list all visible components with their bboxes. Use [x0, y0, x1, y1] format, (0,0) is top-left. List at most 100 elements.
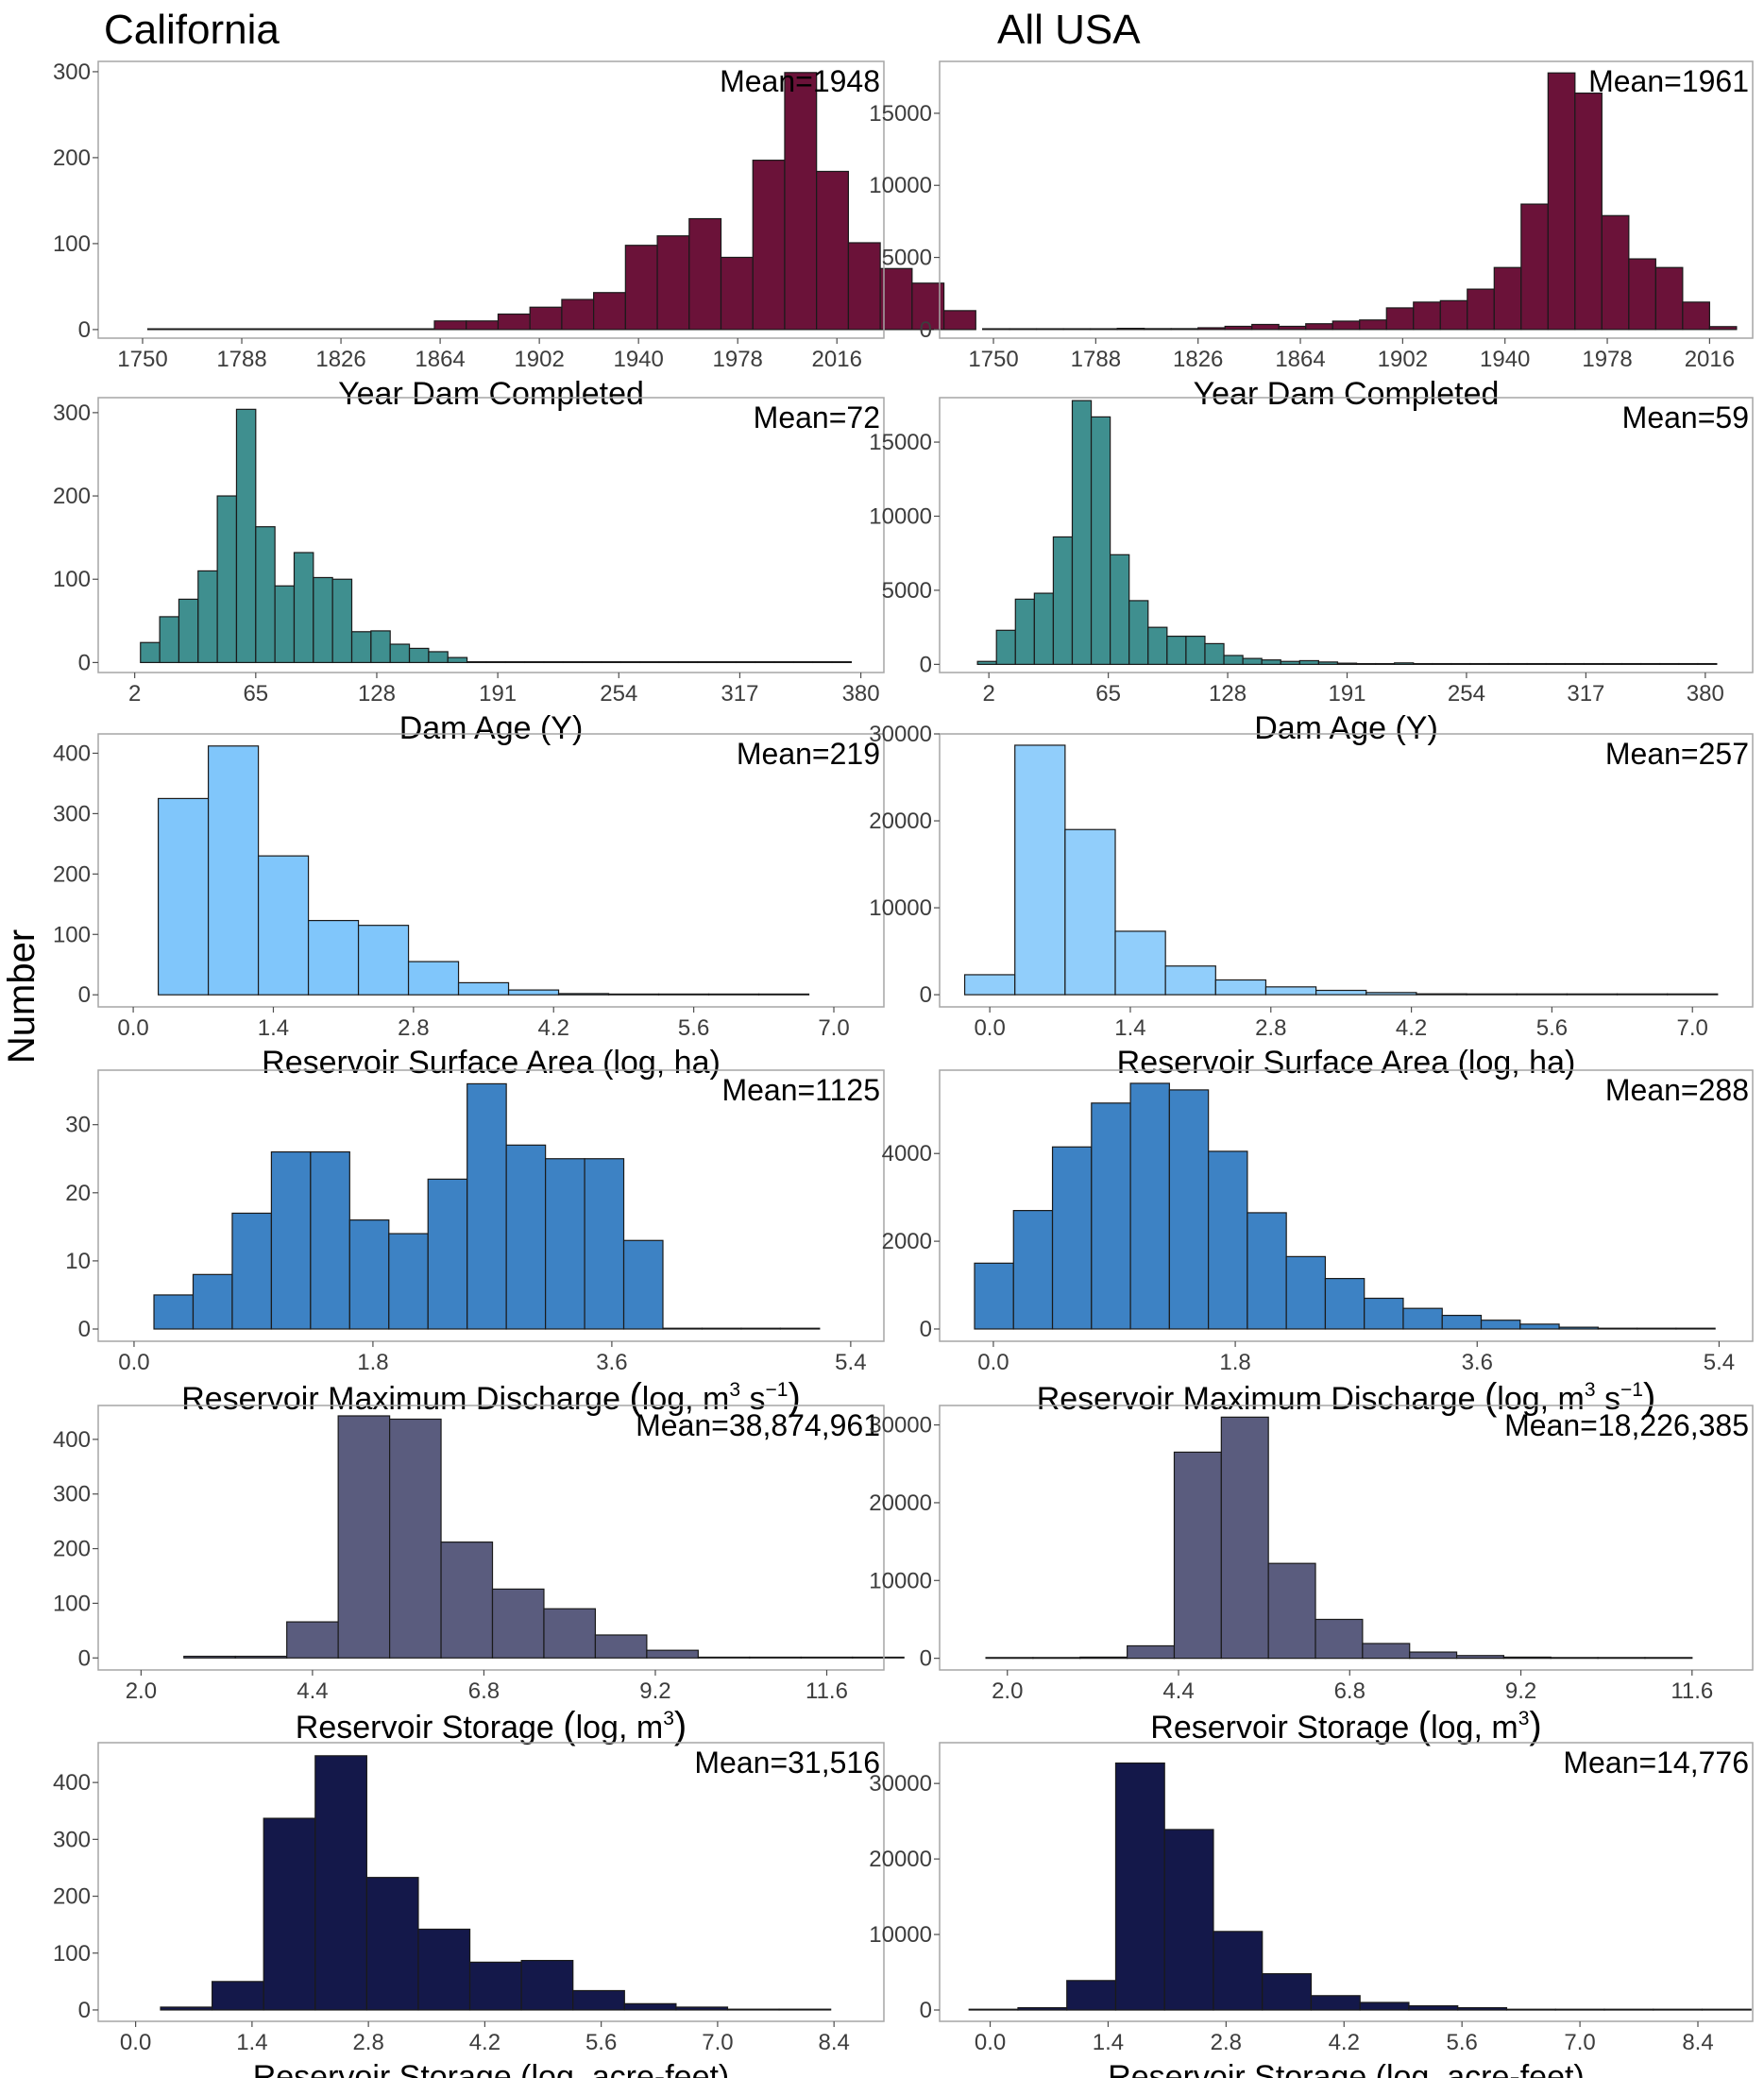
histogram-bar — [778, 2008, 832, 2011]
x-tick-label: 4.4 — [1162, 1678, 1194, 1704]
panel-usa-year: 0 5000 10000 15000 1750 1788 1826 1864 1902 1940 1… — [869, 60, 1754, 412]
bars-ca-storage-m3 — [183, 1415, 905, 1659]
x-axis-label: Reservoir Maximum Discharge (log, m3 s−1… — [1037, 1376, 1656, 1418]
histogram-bar — [211, 328, 245, 331]
x-tick-label: 7.0 — [1677, 1015, 1708, 1041]
histogram-bar — [623, 2002, 677, 2011]
histogram-bar — [1310, 1995, 1361, 2011]
histogram-bar — [274, 585, 296, 664]
x-tick-label: 1978 — [713, 347, 763, 372]
x-tick-label: 8.4 — [1682, 2030, 1713, 2055]
histogram-bar — [1012, 1210, 1054, 1330]
x-tick-label: 191 — [479, 681, 517, 707]
histogram-bar — [1467, 288, 1495, 331]
y-tick-label: 300 — [53, 60, 91, 85]
histogram-bar — [183, 1655, 236, 1659]
x-tick-label: 1864 — [415, 347, 465, 372]
y-tick-label: 300 — [53, 801, 91, 826]
histogram-bar — [1545, 662, 1566, 665]
y-tick-label: 15000 — [869, 101, 932, 127]
x-tick-label: 4.2 — [1329, 2030, 1360, 2055]
histogram-bar — [153, 1294, 195, 1330]
histogram-bar — [257, 855, 310, 996]
histogram-bar — [1185, 635, 1206, 665]
histogram-bar — [365, 1877, 419, 2011]
histogram-bar — [792, 661, 814, 664]
histogram-bar — [1385, 307, 1415, 331]
y-tick-label: 10000 — [869, 173, 932, 198]
histogram-bar — [735, 661, 756, 664]
histogram-bar — [270, 1150, 312, 1330]
y-tick-label: 200 — [53, 1537, 91, 1562]
y-tick-label: 0 — [78, 1998, 91, 2023]
y-tick-label: 100 — [53, 1941, 91, 1967]
x-tick-label: 1940 — [613, 347, 663, 372]
x-axis-label: Dam Age (Y) — [399, 710, 584, 746]
histogram-bar — [408, 647, 430, 664]
histogram-bar — [1554, 2008, 1605, 2011]
histogram-bar — [1566, 993, 1619, 996]
histogram-bar — [1214, 979, 1267, 996]
panel-border — [97, 1742, 885, 2022]
x-axis-label-paren: ( — [1484, 1376, 1498, 1418]
histogram-bar — [1285, 1255, 1327, 1330]
histogram-bar — [1502, 1656, 1552, 1660]
y-tick-label: 300 — [53, 400, 91, 426]
x-tick-label: 1902 — [1378, 347, 1428, 372]
panel-usa-storage-m3: 0 10000 20000 30000 2.0 4.4 6.8 9.2 11.6 Reservoi… — [869, 1405, 1754, 1746]
y-tick-label: 0 — [78, 1645, 91, 1671]
x-axis-label: Year Dam Completed — [338, 376, 644, 412]
bars-ca-area — [157, 745, 810, 996]
histogram-bar — [701, 1327, 742, 1330]
x-tick-label: 5.6 — [678, 1015, 709, 1041]
panel-border — [97, 1405, 885, 1671]
x-axis-label-paren: ) — [788, 1376, 800, 1418]
histogram-bar — [749, 1656, 802, 1659]
histogram-bar — [1129, 1082, 1170, 1330]
x-tick-label: 191 — [1328, 681, 1365, 707]
y-tick-label: 10000 — [869, 1568, 932, 1593]
histogram-bar — [369, 328, 403, 331]
histogram-bar — [231, 1212, 273, 1330]
histogram-bar — [1519, 1323, 1560, 1330]
y-tick-label: 0 — [920, 652, 932, 677]
histogram-bar — [716, 661, 737, 664]
histogram-bar — [350, 631, 372, 664]
histogram-bar — [656, 235, 690, 331]
histogram-bar — [593, 292, 626, 331]
histogram-bar — [314, 1755, 367, 2011]
histogram-bar — [1168, 1089, 1210, 1330]
y-tick-label: 100 — [53, 567, 91, 592]
histogram-bar — [752, 160, 786, 331]
x-axis-label: Dam Age (Y) — [1254, 710, 1438, 746]
histogram-bar — [401, 328, 435, 331]
histogram-bar — [1603, 2008, 1654, 2011]
y-tick-label: 0 — [78, 1317, 91, 1342]
x-axis-label-paren: ( — [1418, 1705, 1432, 1746]
x-tick-label: 1826 — [315, 347, 365, 372]
y-tick-label: 10000 — [869, 503, 932, 529]
histogram-bar — [1009, 328, 1038, 331]
panel-usa-area: 0 10000 20000 30000 0.0 1.4 2.8 4.2 5.6 7.0 Reserv… — [869, 722, 1754, 1081]
histogram-bar — [1090, 328, 1118, 331]
x-axis-label-text: Reservoir Maximum Discharge — [181, 1381, 629, 1417]
histogram-bar — [307, 919, 360, 996]
histogram-bar — [1033, 592, 1055, 665]
mean-annotation: Mean=219 — [737, 737, 880, 771]
histogram-bar — [1298, 659, 1319, 665]
histogram-bar — [1601, 214, 1630, 331]
histogram-bar — [1394, 662, 1415, 665]
x-axis-label-text: Reservoir Maximum Discharge — [1037, 1381, 1484, 1417]
histogram-bar — [1091, 1102, 1131, 1330]
histogram-bar — [1128, 600, 1149, 665]
x-tick-label: 1864 — [1275, 347, 1325, 372]
y-tick-label: 0 — [78, 982, 91, 1008]
histogram-bar — [688, 217, 722, 331]
histogram-bar — [1439, 299, 1468, 331]
histogram-bar — [1144, 328, 1172, 331]
x-tick-label: 0.0 — [974, 1015, 1005, 1041]
x-tick-label: 4.2 — [1396, 1015, 1427, 1041]
histogram-bar — [657, 993, 710, 996]
x-tick-label: 2.8 — [352, 2030, 383, 2055]
histogram-bar — [337, 1415, 391, 1659]
